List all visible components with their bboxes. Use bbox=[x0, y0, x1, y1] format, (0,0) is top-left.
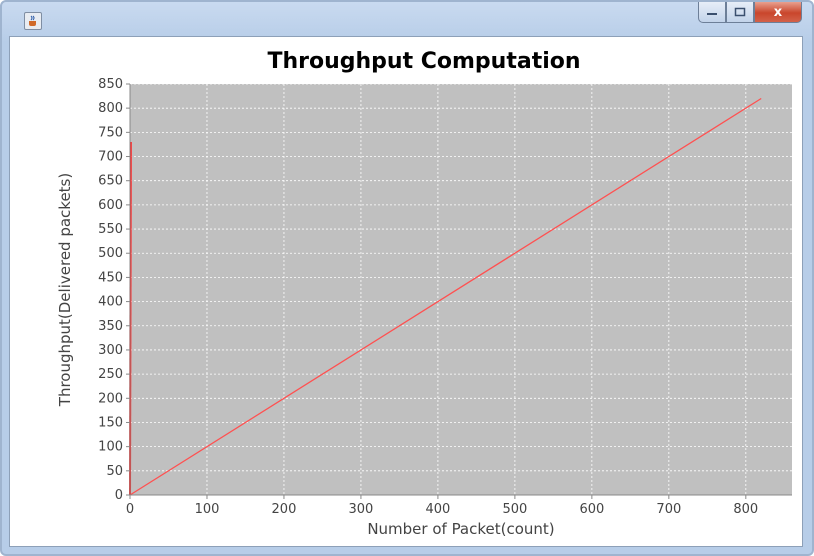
java-cup-icon[interactable] bbox=[24, 12, 42, 30]
close-icon: x bbox=[773, 4, 783, 20]
x-tick-label: 700 bbox=[656, 502, 681, 517]
x-tick-label: 500 bbox=[502, 502, 527, 517]
minimize-button[interactable] bbox=[698, 2, 726, 23]
y-tick-label: 350 bbox=[98, 319, 123, 334]
y-axis-label: Throughput(Delivered packets) bbox=[56, 173, 74, 407]
y-tick-label: 400 bbox=[98, 295, 123, 310]
axes bbox=[129, 84, 792, 496]
y-tick-label: 300 bbox=[98, 343, 123, 358]
y-tick-label: 200 bbox=[98, 391, 123, 406]
x-tick-label: 0 bbox=[126, 502, 134, 517]
grid bbox=[130, 83, 792, 495]
x-tick-label: 100 bbox=[195, 502, 220, 517]
y-tick-label: 700 bbox=[98, 150, 123, 165]
y-tick-label: 650 bbox=[98, 174, 123, 189]
y-tick-label: 450 bbox=[98, 270, 123, 285]
maximize-button[interactable] bbox=[726, 2, 754, 23]
close-button[interactable]: x bbox=[754, 2, 802, 23]
x-tick-label: 600 bbox=[579, 502, 604, 517]
x-axis-ticks: 0 100 200 300 400 500 600 700 800 bbox=[126, 495, 758, 517]
y-tick-label: 550 bbox=[98, 222, 123, 237]
x-tick-label: 300 bbox=[349, 502, 374, 517]
window-controls: x bbox=[698, 2, 802, 24]
y-tick-label: 50 bbox=[106, 464, 123, 479]
y-axis-ticks: 0 50 100 150 200 250 300 350 400 450 500 550 600 650 7… bbox=[98, 77, 130, 503]
x-tick-label: 200 bbox=[272, 502, 297, 517]
x-tick-label: 400 bbox=[425, 502, 450, 517]
series-line-1 bbox=[129, 97, 762, 496]
plot-area bbox=[130, 84, 792, 495]
title-bar[interactable]: x bbox=[2, 2, 812, 36]
chart-panel: Throughput Computation 0 50 100 150 200 250 30… bbox=[9, 36, 803, 547]
x-tick-label: 800 bbox=[733, 502, 758, 517]
chart-title: Throughput Computation bbox=[267, 49, 580, 74]
y-tick-label: 0 bbox=[115, 488, 123, 503]
y-tick-label: 850 bbox=[98, 77, 123, 92]
y-tick-label: 800 bbox=[98, 101, 123, 116]
y-tick-label: 500 bbox=[98, 246, 123, 261]
chart: Throughput Computation 0 50 100 150 200 250 30… bbox=[56, 49, 792, 538]
y-tick-label: 600 bbox=[98, 198, 123, 213]
y-tick-label: 750 bbox=[98, 125, 123, 140]
y-tick-label: 150 bbox=[98, 415, 123, 430]
y-tick-label: 100 bbox=[98, 440, 123, 455]
y-tick-label: 250 bbox=[98, 367, 123, 382]
x-axis-label: Number of Packet(count) bbox=[367, 520, 554, 538]
